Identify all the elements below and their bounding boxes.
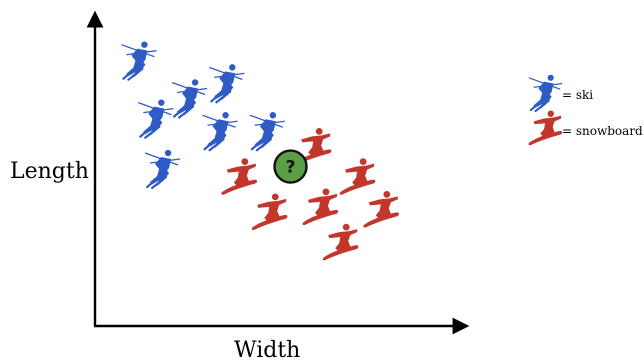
snowboard-point-5	[363, 190, 400, 228]
snowboard-point-2	[339, 158, 376, 195]
snowboard-point-6	[322, 223, 359, 261]
ski-point-5	[248, 110, 286, 152]
snowboarder-icon	[528, 110, 563, 146]
snowboarder-icon	[251, 193, 288, 231]
snowboarder-icon	[221, 158, 258, 195]
skier-icon	[171, 78, 209, 119]
snowboarder-icon	[339, 158, 376, 195]
skier-icon	[208, 63, 246, 104]
ski-point-0	[120, 40, 158, 81]
legend-label-snowboard: = snowboard	[562, 124, 643, 138]
legend-item-ski: = ski	[527, 73, 593, 113]
legend: = ski = snowboard	[527, 73, 643, 146]
unknown-point: ?	[273, 149, 308, 184]
ski-point-1	[171, 78, 209, 119]
snowboard-point-3	[251, 193, 288, 231]
axes	[86, 10, 470, 335]
snowboarder-icon	[363, 190, 400, 228]
legend-item-snowboard: = snowboard	[528, 110, 643, 146]
x-axis-label: Width	[234, 338, 300, 360]
ski-point-2	[208, 63, 246, 104]
snowboard-point-4	[302, 188, 339, 226]
skier-icon	[248, 110, 286, 152]
ski-point-3	[137, 98, 175, 139]
skier-icon	[120, 40, 158, 81]
skier-icon	[527, 73, 564, 113]
data-points: ?	[120, 40, 400, 261]
snowboarder-icon	[302, 188, 339, 226]
unknown-point-label: ?	[286, 158, 296, 178]
skier-icon	[137, 98, 175, 139]
snowboard-point-1	[221, 158, 258, 195]
legend-label-ski: = ski	[562, 88, 593, 102]
unknown-point-circle	[273, 149, 308, 184]
ski-point-6	[143, 148, 182, 190]
y-axis-label: Length	[10, 159, 89, 184]
snowboarder-icon	[322, 223, 359, 261]
ski-point-4	[201, 110, 239, 152]
skier-icon	[201, 110, 239, 152]
skier-icon	[143, 148, 182, 190]
